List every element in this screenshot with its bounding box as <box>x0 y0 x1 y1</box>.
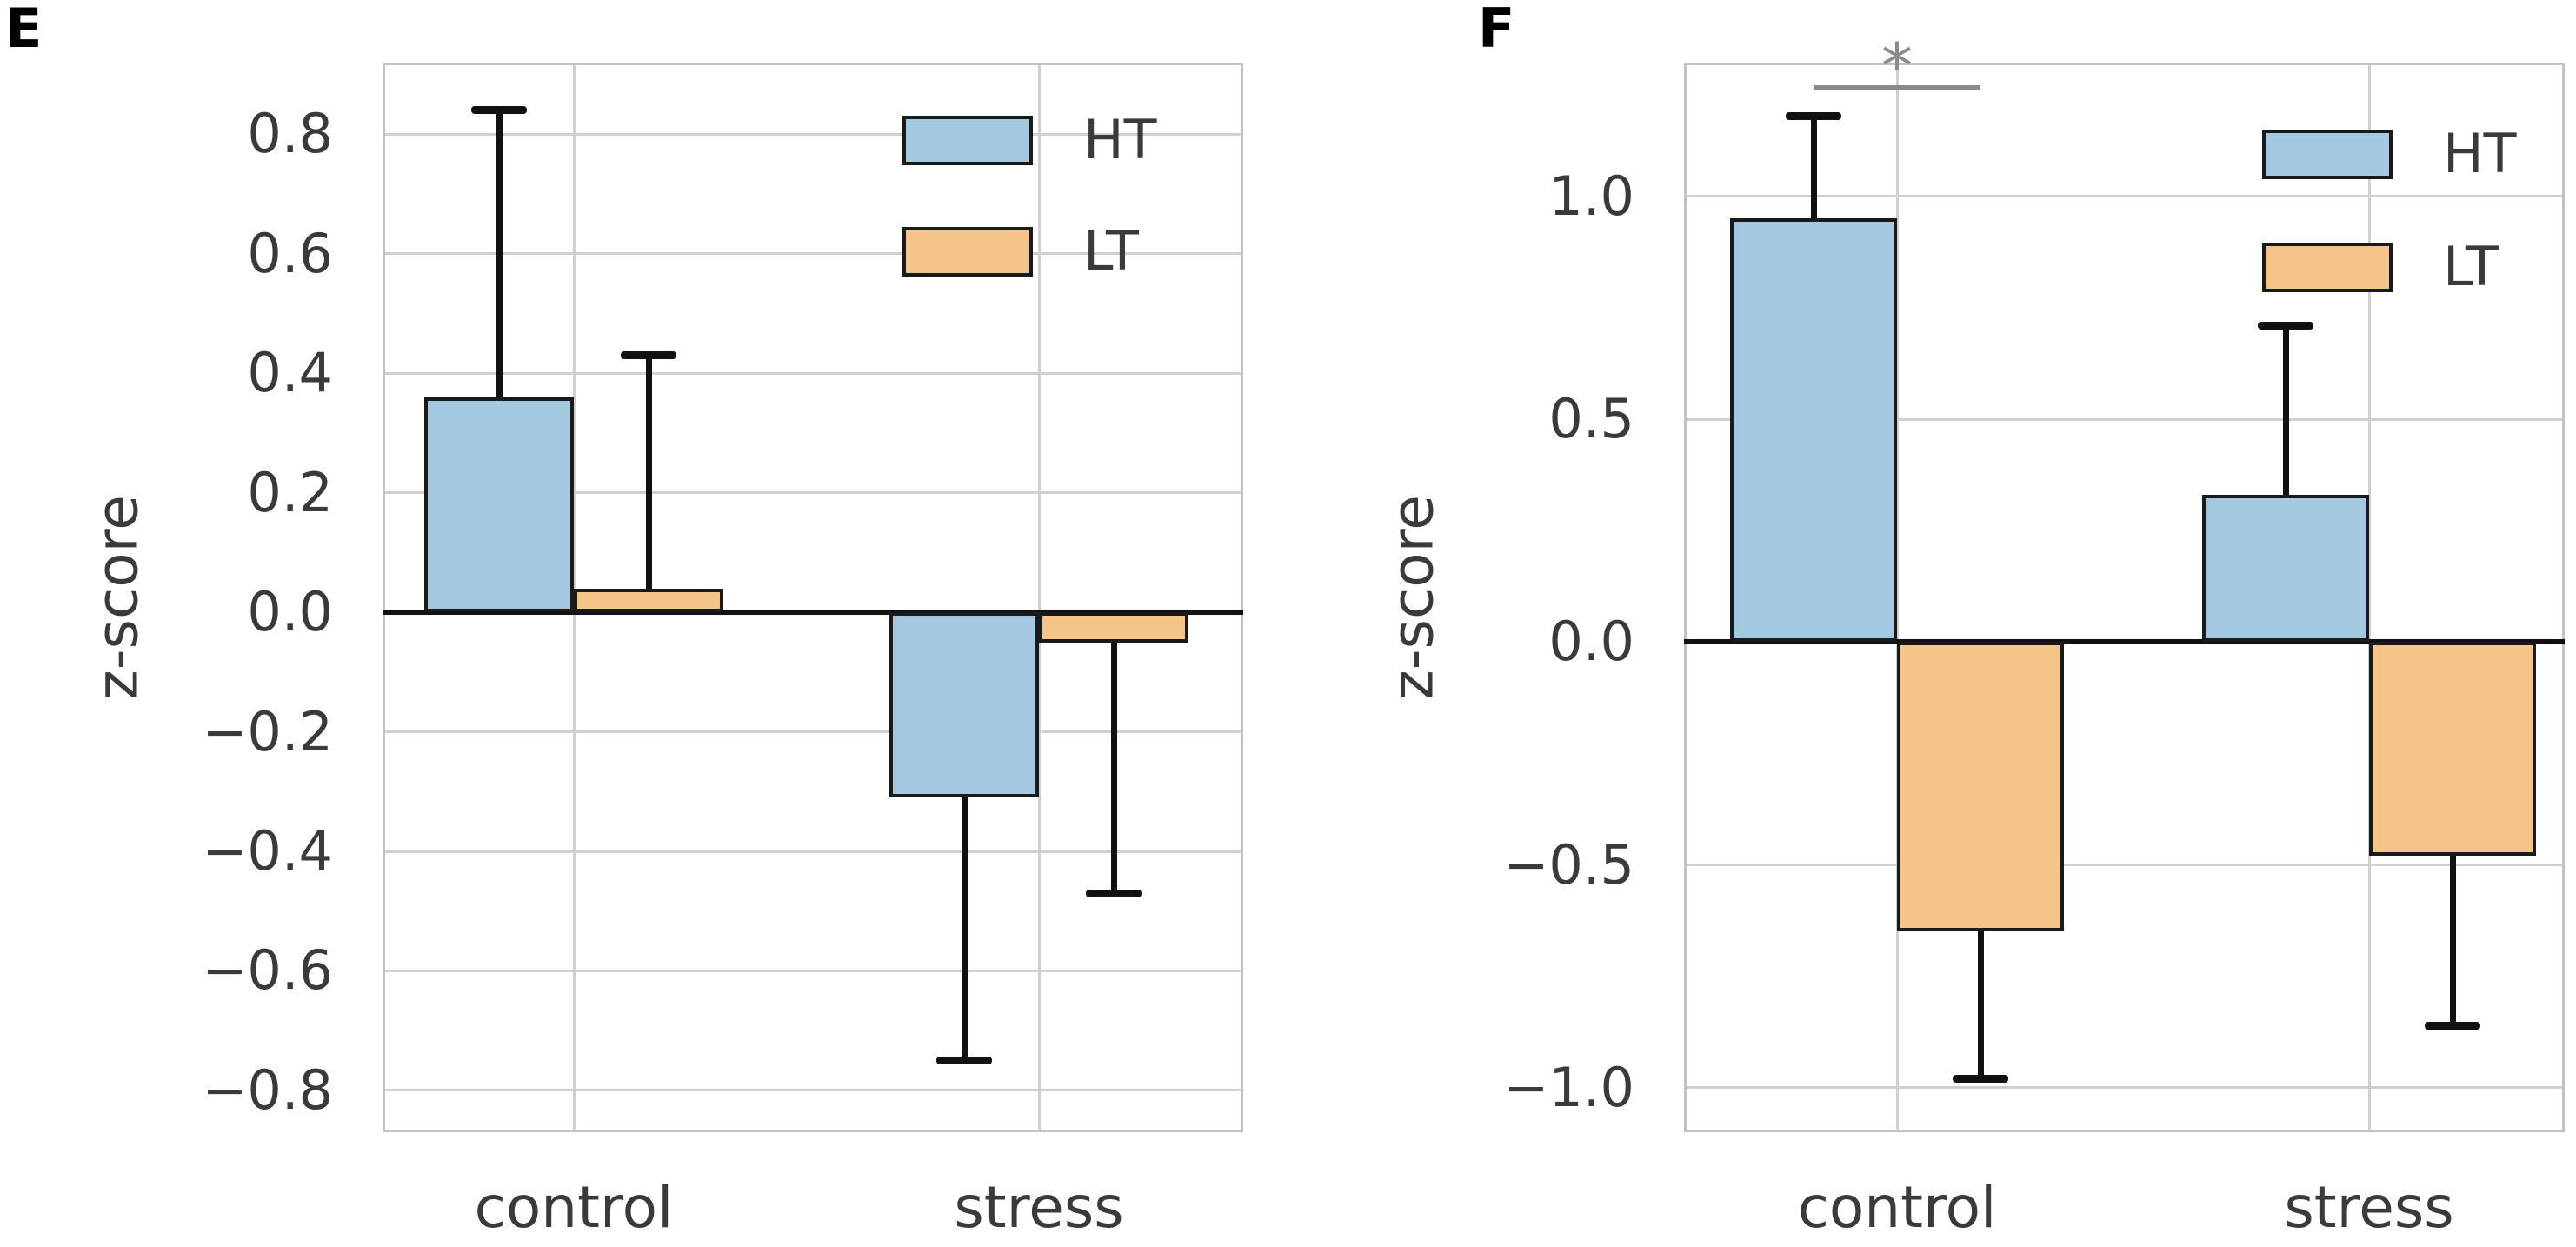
gridline-y--0.5 <box>1684 864 2565 866</box>
error-cap-E-control-LT <box>621 351 676 360</box>
legend-label-LT: LT <box>1083 219 1139 283</box>
ytick-label-E-1: 0.6 <box>247 221 333 285</box>
error-cap-F-control-HT <box>1786 112 1841 120</box>
error-line-E-control-LT <box>645 355 652 589</box>
ytick-label-F-0: 1.0 <box>1548 163 1634 228</box>
bar-E-control-HT <box>424 397 574 613</box>
axes-border-F <box>1684 63 2565 1132</box>
xtick-label-E-control: control <box>474 1174 674 1241</box>
significance-line <box>1814 84 1980 90</box>
xtick-label-E-stress: stress <box>954 1174 1124 1241</box>
ytick-label-E-0: 0.8 <box>247 102 333 166</box>
error-cap-E-stress-HT <box>936 1057 992 1065</box>
plot-area-F: 1.0 0.5 0.0 −0.5 −1.0 * HT LT z-score control stre… <box>1380 35 2565 1240</box>
gridline-y--0.8 <box>383 1089 1243 1092</box>
error-cap-F-control-LT <box>1953 1075 2008 1083</box>
ytick-label-E-3: 0.2 <box>247 460 333 524</box>
gridline-x-stress <box>2367 63 2371 1132</box>
gridline-y--1 <box>1684 1086 2565 1090</box>
legend-row-E-HT: HT <box>902 113 1157 167</box>
error-cap-E-stress-LT <box>1086 889 1142 897</box>
legend-swatch-HT <box>2262 129 2393 179</box>
ytick-label-F-3: −0.5 <box>1503 832 1634 897</box>
gridline-y--0.6 <box>383 969 1243 972</box>
ytick-label-E-2: 0.4 <box>247 341 333 405</box>
bar-E-control-LT <box>574 588 723 613</box>
legend-swatch-HT <box>902 115 1033 165</box>
gridline-y--0.2 <box>383 730 1243 734</box>
ytick-label-F-1: 0.5 <box>1548 387 1634 450</box>
error-cap-F-stress-LT <box>2425 1021 2480 1030</box>
y-axis-label-F: z-score <box>1379 495 1447 700</box>
error-line-F-stress-LT <box>2449 856 2456 1025</box>
plot-area-E: 0.8 0.6 0.4 0.2 0.0 −0.2 −0.4 −0.6 −0.8 HT LT z-sco… <box>84 63 1243 1240</box>
xtick-label-F-control: control <box>1797 1174 1997 1241</box>
gridline-y--0.4 <box>383 850 1243 853</box>
ytick-label-F-4: −1.0 <box>1503 1055 1634 1119</box>
ytick-label-E-7: −0.6 <box>202 938 333 1003</box>
error-line-F-control-HT <box>1810 116 1817 219</box>
gridline-y-0.5 <box>1684 417 2565 421</box>
bar-E-stress-LT <box>1039 612 1188 643</box>
gridline-y-0.8 <box>383 132 1243 136</box>
gridline-x-control <box>1895 63 1899 1132</box>
legend-label-HT: HT <box>2443 122 2517 185</box>
ytick-label-F-2: 0.0 <box>1548 610 1634 674</box>
panel-letter-E: E <box>5 0 43 60</box>
gridline-x-stress <box>1037 63 1041 1132</box>
legend-label-LT: LT <box>2443 235 2499 298</box>
bar-F-control-HT <box>1730 218 1897 643</box>
panel-letter-F: F <box>1478 0 1515 60</box>
legend-swatch-LT <box>902 226 1033 277</box>
ytick-label-E-4: 0.0 <box>247 580 333 644</box>
legend-swatch-LT <box>2262 242 2393 292</box>
bar-E-stress-HT <box>889 612 1039 798</box>
error-line-E-control-HT <box>496 110 503 397</box>
ytick-label-E-8: −0.8 <box>202 1057 333 1122</box>
bar-F-stress-LT <box>2369 642 2536 857</box>
bar-F-control-LT <box>1897 642 2064 932</box>
error-cap-E-control-HT <box>471 106 527 115</box>
significance-star: * <box>1881 29 1913 103</box>
error-line-E-stress-LT <box>1110 642 1117 894</box>
zero-line-E <box>383 610 1243 616</box>
bar-F-stress-HT <box>2202 495 2369 643</box>
gridline-y-1 <box>1684 195 2565 198</box>
legend-row-F-HT: HT <box>2262 127 2517 181</box>
legend-row-E-LT: LT <box>902 224 1139 278</box>
xtick-label-F-stress: stress <box>2284 1174 2454 1241</box>
ytick-label-E-5: −0.2 <box>202 699 333 764</box>
legend-label-HT: HT <box>1083 108 1157 171</box>
y-axis-label-E: z-score <box>83 495 151 700</box>
gridline-y-0.4 <box>383 371 1243 375</box>
error-line-F-stress-HT <box>2282 325 2289 496</box>
gridline-y-0.6 <box>383 252 1243 256</box>
error-line-E-stress-HT <box>961 797 968 1061</box>
error-cap-F-stress-HT <box>2258 321 2313 330</box>
error-line-F-control-LT <box>1977 931 1984 1079</box>
ytick-label-E-6: −0.4 <box>202 819 333 884</box>
legend-row-F-LT: LT <box>2262 240 2499 294</box>
axes-border-E <box>383 63 1243 1132</box>
zero-line-F <box>1684 639 2565 645</box>
gridline-y-0.2 <box>383 491 1243 495</box>
